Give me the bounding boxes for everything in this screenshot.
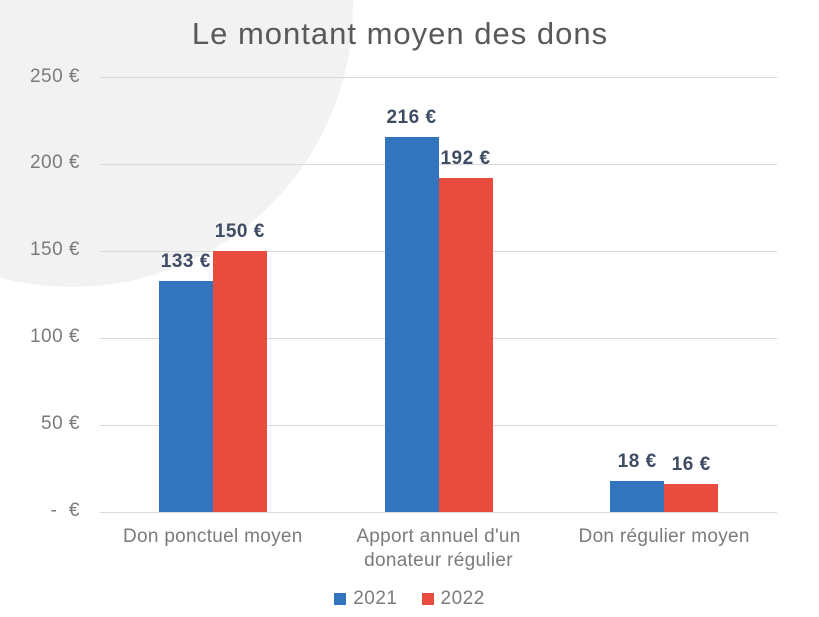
y-axis-tick-label: 50 € [41, 413, 80, 435]
bar-2022-category-1 [212, 251, 267, 512]
y-axis-tick-label: 100 € [29, 326, 80, 348]
legend-series-name: 2021 [353, 588, 398, 609]
x-axis-category-label: Don ponctuel moyen [122, 526, 303, 547]
bar-value-label: 18 € [617, 450, 657, 472]
legend-item-2022: 2022 [421, 588, 485, 610]
bar-2022-category-3 [664, 484, 719, 512]
legend-swatch-2022 [421, 593, 434, 605]
chart-legend: 2021 2022 [0, 588, 819, 610]
y-axis-tick-label: - € [50, 500, 80, 521]
legend-series-name: 2022 [440, 588, 485, 609]
gridline-0 [100, 511, 777, 513]
gridline-200 [100, 163, 777, 165]
legend-item-2021: 2021 [334, 588, 397, 610]
bar-value-label: 216 € [386, 106, 437, 128]
legend-swatch-2021 [334, 593, 347, 605]
bar-value-label: 192 € [440, 148, 491, 170]
bar-2022-category-2 [438, 178, 493, 512]
x-axis-category-label: Apport annuel d'un donateur régulier [356, 526, 521, 571]
x-axis-category-label: Don régulier moyen [578, 526, 750, 547]
chart-title: Le montant moyen des dons [191, 16, 609, 51]
bar-value-label: 133 € [160, 250, 211, 272]
y-axis-tick-label: 150 € [29, 239, 80, 261]
bar-value-label: 16 € [671, 454, 711, 476]
bar-2021-category-1 [158, 280, 213, 512]
bar-2021-category-2 [384, 136, 439, 512]
y-axis-tick-label: 250 € [29, 65, 80, 87]
y-axis-tick-label: 200 € [29, 152, 80, 174]
bar-2021-category-3 [610, 480, 665, 512]
gridline-250 [100, 77, 777, 78]
bar-value-label: 150 € [214, 221, 265, 243]
